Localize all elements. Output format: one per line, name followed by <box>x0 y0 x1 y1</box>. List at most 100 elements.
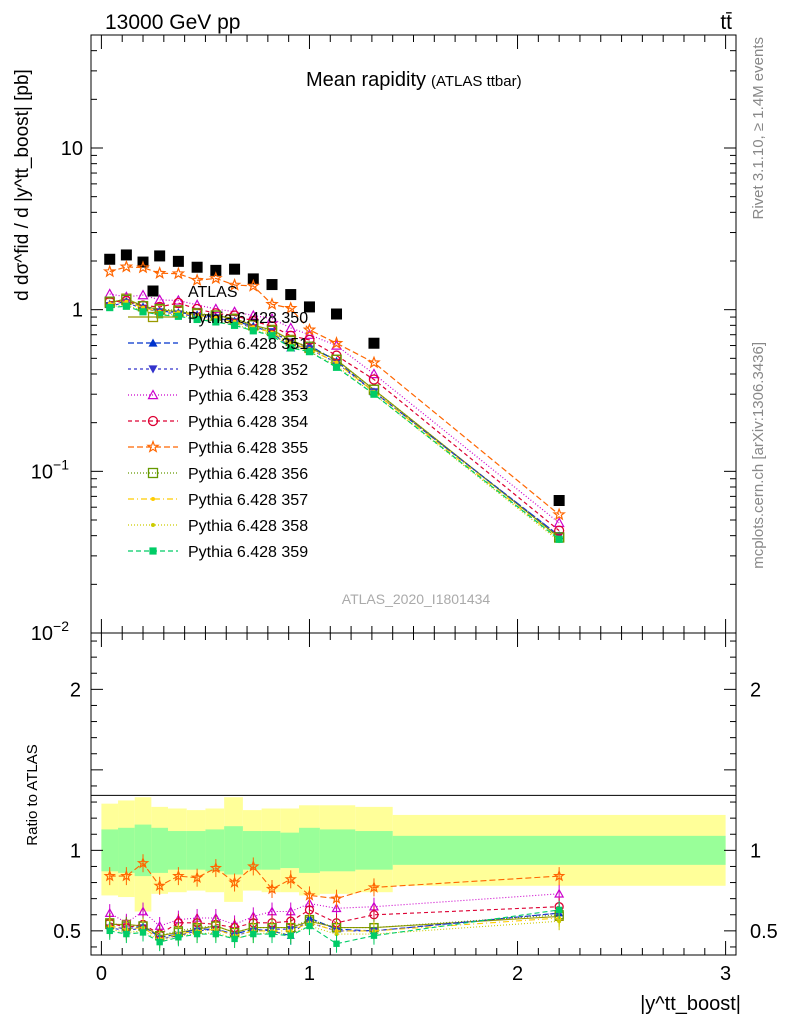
legend-label: Pythia 6.428 358 <box>188 518 308 535</box>
series-point <box>209 271 223 285</box>
ratio-point <box>265 882 279 895</box>
legend-marker <box>146 439 160 453</box>
chart-subtitle: (ATLAS ttbar) <box>431 73 522 90</box>
legend-marker <box>147 389 159 400</box>
main-y-title-text: d dσ^fid / d |y^tt_boost| [pb] <box>12 69 33 301</box>
band-inner-segment <box>186 831 206 870</box>
band-inner-segment <box>392 835 726 865</box>
legend-label: Pythia 6.428 356 <box>188 466 308 483</box>
legend-label: Pythia 6.428 350 <box>188 310 308 327</box>
main-y-title: d dσ^fid / d |y^tt_boost| [pb] <box>12 69 33 301</box>
ratio-point <box>172 869 185 882</box>
series-point <box>368 374 380 385</box>
ratio-point <box>333 940 340 947</box>
y-tick-label: 10−2 <box>31 618 69 645</box>
series-line <box>109 305 560 540</box>
series-point <box>139 308 147 316</box>
series-point <box>368 368 380 379</box>
band-inner-segment <box>319 829 356 872</box>
ratio-point <box>306 922 313 930</box>
ratio-point <box>175 934 182 941</box>
ratio-point <box>137 906 149 916</box>
ratio-series-p355 <box>103 854 566 908</box>
legend-entry-p357: Pythia 6.428 357 <box>128 492 308 509</box>
y-tick-label: 10−1 <box>31 456 69 483</box>
series-point <box>370 390 378 398</box>
ratio-point <box>303 888 316 901</box>
series-point <box>212 318 220 326</box>
data-point <box>285 289 297 301</box>
ratio-point <box>153 879 166 892</box>
ratio-point <box>120 869 133 882</box>
data-point <box>331 308 343 320</box>
ratio-point <box>287 932 294 939</box>
band-inner-segment <box>224 826 243 875</box>
band-inner-segment <box>280 832 300 869</box>
legend-label: Pythia 6.428 353 <box>188 388 308 405</box>
band-inner-segment <box>261 831 281 870</box>
ratio-point <box>370 932 378 939</box>
ratio-point <box>555 906 563 914</box>
series-point <box>152 266 167 280</box>
ratio-y-tick-label: 1 <box>70 840 81 862</box>
series-point <box>329 336 344 350</box>
legend-label: Pythia 6.428 357 <box>188 492 308 509</box>
ratio-y-tick-label-right: 0.5 <box>750 921 778 943</box>
series-p359 <box>106 302 563 543</box>
ratio-frame-top <box>90 632 737 956</box>
analysis-watermark: ATLAS_2020_I1801434 <box>342 591 491 607</box>
legend-marker <box>149 547 157 555</box>
ratio-point <box>103 869 116 882</box>
ratio-point <box>367 880 381 893</box>
series-point <box>553 525 565 536</box>
ratio-y-title: Ratio to ATLAS <box>24 744 41 845</box>
x-axis-title: |y^tt_boost| <box>640 993 741 1015</box>
y-tick-exponent: −2 <box>53 618 69 634</box>
ratio-point <box>250 930 257 938</box>
rivet-version-label: Rivet 3.1.10, ≥ 1.4M events <box>750 37 767 220</box>
data-point <box>553 495 565 507</box>
ratio-point <box>231 935 238 943</box>
ratio-point <box>193 930 201 938</box>
series-point <box>154 294 166 305</box>
series-point <box>119 259 134 273</box>
band-inner-segment <box>134 824 152 877</box>
x-tick-label: 1 <box>304 963 315 985</box>
ratio-x-axis: 0 1 2 3 <box>96 633 731 985</box>
ratio-point <box>136 856 150 869</box>
series-point <box>367 355 381 369</box>
ratio-y-tick-label: 0.5 <box>53 921 81 943</box>
ratio-point <box>190 871 204 884</box>
data-point <box>104 253 116 265</box>
ratio-point <box>334 932 339 937</box>
energy-label: 13000 GeV pp <box>105 11 240 34</box>
ratio-point <box>557 919 562 924</box>
ratio-point <box>212 930 220 938</box>
series-point <box>190 273 204 287</box>
series-point <box>227 277 242 291</box>
chart-title-main: Mean rapidity <box>306 69 426 91</box>
legend-label: Pythia 6.428 359 <box>188 544 308 561</box>
series-point <box>174 312 182 320</box>
series-point <box>305 348 314 356</box>
series-point <box>268 332 276 340</box>
band-inner-segment <box>167 831 187 870</box>
series-point <box>304 334 315 346</box>
series-line <box>109 301 560 540</box>
legend-marker <box>147 415 159 427</box>
band-inner-segment <box>118 827 135 873</box>
ratio-y-tick-label-right: 2 <box>750 679 761 701</box>
series-point <box>156 311 164 319</box>
band-inner-segment <box>205 829 225 872</box>
legend-marker <box>147 311 159 323</box>
legend-entry-data: ATLAS <box>147 284 238 301</box>
legend-entry-p350: Pythia 6.428 350 <box>128 310 308 327</box>
data-point <box>172 255 184 267</box>
ratio-point <box>228 876 241 888</box>
y-tick-label: 1 <box>72 300 83 322</box>
ratio-panel: 0.5 0.5 1 1 2 2 0 1 2 3 Ratio to ATLAS |y^tt_boo… <box>24 632 778 1015</box>
x-tick-label: 3 <box>720 963 731 985</box>
legend-label: ATLAS <box>188 284 238 301</box>
process-label: tt̄ <box>720 11 732 34</box>
